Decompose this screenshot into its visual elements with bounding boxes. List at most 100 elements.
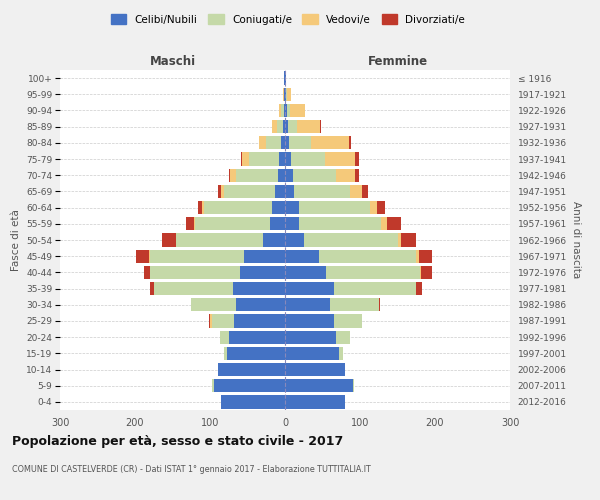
Bar xyxy=(285,88,286,101)
Bar xyxy=(285,282,334,295)
Bar xyxy=(136,250,149,263)
Bar xyxy=(355,152,359,166)
Bar xyxy=(202,201,204,214)
Bar xyxy=(285,266,326,279)
Bar xyxy=(198,201,202,214)
Bar xyxy=(204,201,271,214)
Bar xyxy=(299,217,381,230)
Bar xyxy=(277,168,285,182)
Bar xyxy=(349,136,351,149)
Bar xyxy=(379,298,380,312)
Bar xyxy=(214,379,285,392)
Bar xyxy=(285,72,286,85)
Bar xyxy=(285,379,353,392)
Bar xyxy=(285,396,345,408)
Bar xyxy=(419,250,432,263)
Bar xyxy=(285,314,334,328)
Bar xyxy=(236,168,277,182)
Bar xyxy=(154,282,233,295)
Bar xyxy=(212,379,214,392)
Bar xyxy=(377,201,385,214)
Bar xyxy=(223,346,227,360)
Bar xyxy=(283,88,284,101)
Text: Femmine: Femmine xyxy=(367,54,428,68)
Bar xyxy=(144,266,150,279)
Bar xyxy=(221,396,285,408)
Bar xyxy=(224,185,275,198)
Bar xyxy=(191,298,236,312)
Bar xyxy=(416,282,422,295)
Bar xyxy=(421,266,432,279)
Bar xyxy=(240,266,285,279)
Bar xyxy=(304,234,398,246)
Bar xyxy=(283,120,285,134)
Bar xyxy=(230,168,236,182)
Bar xyxy=(233,282,285,295)
Bar xyxy=(186,217,193,230)
Bar xyxy=(279,104,281,117)
Bar xyxy=(361,185,367,198)
Bar xyxy=(241,152,249,166)
Bar xyxy=(279,152,285,166)
Bar xyxy=(284,72,285,85)
Bar xyxy=(285,363,345,376)
Bar xyxy=(285,136,289,149)
Bar xyxy=(334,314,362,328)
Bar xyxy=(286,88,287,101)
Bar xyxy=(291,152,325,166)
Bar xyxy=(285,234,304,246)
Bar xyxy=(220,330,229,344)
Bar xyxy=(229,168,230,182)
Bar xyxy=(420,266,421,279)
Bar xyxy=(416,250,419,263)
Bar xyxy=(259,136,266,149)
Bar xyxy=(293,168,336,182)
Bar xyxy=(285,217,299,230)
Bar xyxy=(281,136,285,149)
Bar xyxy=(210,314,212,328)
Bar xyxy=(150,250,244,263)
Bar xyxy=(285,346,339,360)
Bar xyxy=(266,136,281,149)
Bar xyxy=(285,250,319,263)
Bar xyxy=(287,88,291,101)
Bar xyxy=(271,201,285,214)
Bar xyxy=(326,266,420,279)
Bar xyxy=(149,250,150,263)
Bar xyxy=(294,185,350,198)
Bar xyxy=(285,330,336,344)
Bar xyxy=(236,298,285,312)
Bar xyxy=(289,136,311,149)
Bar xyxy=(275,185,285,198)
Bar xyxy=(401,234,416,246)
Bar xyxy=(244,250,285,263)
Text: Maschi: Maschi xyxy=(149,54,196,68)
Bar xyxy=(297,120,320,134)
Bar xyxy=(221,185,224,198)
Bar xyxy=(284,88,285,101)
Bar xyxy=(249,152,279,166)
Bar xyxy=(209,314,210,328)
Bar xyxy=(285,104,287,117)
Legend: Celibi/Nubili, Coniugati/e, Vedovi/e, Divorziati/e: Celibi/Nubili, Coniugati/e, Vedovi/e, Di… xyxy=(107,10,469,29)
Bar xyxy=(287,104,290,117)
Bar xyxy=(272,120,277,134)
Bar xyxy=(176,234,263,246)
Bar xyxy=(195,217,270,230)
Bar xyxy=(355,168,359,182)
Bar xyxy=(381,217,387,230)
Bar xyxy=(281,104,284,117)
Bar xyxy=(334,282,416,295)
Bar xyxy=(387,217,401,230)
Bar xyxy=(150,282,154,295)
Bar xyxy=(162,234,176,246)
Bar xyxy=(336,330,349,344)
Bar xyxy=(212,314,234,328)
Bar xyxy=(285,201,299,214)
Y-axis label: Anni di nascita: Anni di nascita xyxy=(571,202,581,278)
Bar xyxy=(150,266,240,279)
Bar xyxy=(353,379,354,392)
Y-axis label: Fasce di età: Fasce di età xyxy=(11,209,20,271)
Bar xyxy=(263,234,285,246)
Bar xyxy=(398,234,401,246)
